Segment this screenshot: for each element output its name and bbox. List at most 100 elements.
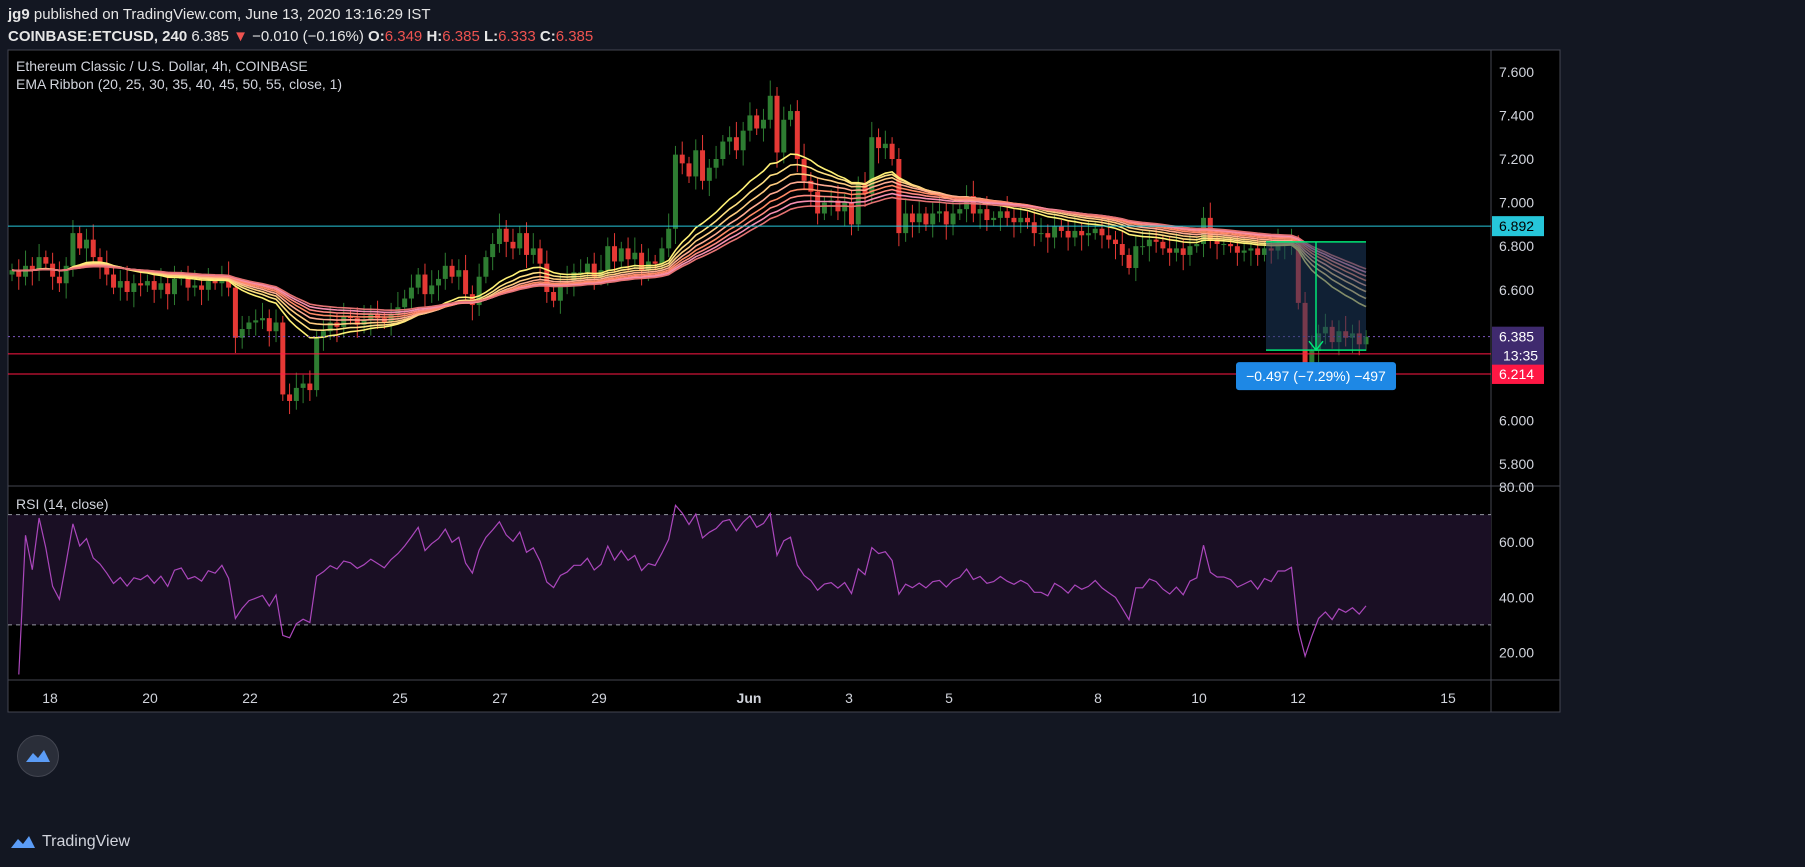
- candle-body: [666, 228, 672, 249]
- candle-body: [760, 119, 766, 129]
- candle-body: [551, 291, 557, 301]
- candle-body: [1106, 235, 1112, 240]
- candle-body: [977, 209, 983, 214]
- price-tick-label: 7.400: [1499, 107, 1534, 123]
- candle-body: [375, 313, 381, 319]
- candle-body: [1126, 254, 1132, 268]
- candle-body: [124, 281, 130, 292]
- candle-body: [266, 318, 272, 332]
- candle-body: [842, 202, 848, 212]
- open-value: 6.349: [384, 28, 423, 45]
- candle-body: [1065, 230, 1071, 238]
- candle-body: [808, 180, 814, 192]
- rsi-tick-label: 40.00: [1499, 589, 1534, 605]
- candle-body: [56, 276, 62, 284]
- candle-body: [199, 285, 205, 290]
- chart-frame: [7, 49, 1561, 713]
- candle-body: [23, 265, 29, 277]
- candle-body: [144, 281, 150, 286]
- candle-body: [483, 257, 489, 277]
- candle-body: [226, 276, 232, 288]
- candle-body: [821, 202, 827, 214]
- candle-body: [232, 287, 238, 338]
- candle-body: [9, 270, 15, 275]
- candle-body: [1079, 230, 1085, 236]
- candle-body: [63, 265, 69, 284]
- candle-body: [388, 313, 394, 323]
- candle-body: [916, 213, 922, 223]
- candle-body: [1214, 239, 1220, 245]
- candle-body: [300, 383, 306, 388]
- tradingview-badge-icon[interactable]: [17, 735, 59, 777]
- candle-body: [1255, 248, 1261, 255]
- candle-body: [361, 320, 367, 325]
- candle-body: [672, 154, 678, 229]
- candle-body: [794, 111, 800, 159]
- candle-body: [1052, 226, 1058, 238]
- candle-body: [997, 211, 1003, 218]
- rsi-tick-label: 20.00: [1499, 644, 1534, 660]
- candle-body: [889, 143, 895, 159]
- down-arrow-icon: ▼: [233, 28, 248, 45]
- candle-body: [686, 163, 692, 177]
- candle-body: [612, 246, 618, 262]
- candle-body: [774, 95, 780, 153]
- level-badge: [1492, 363, 1544, 384]
- ema-line-45: [11, 188, 1367, 316]
- candle-body: [781, 119, 787, 153]
- candle-body: [341, 315, 347, 327]
- time-tick-label: 22: [242, 690, 258, 706]
- candle-body: [1187, 246, 1193, 255]
- candle-body: [415, 274, 421, 288]
- candle-body: [117, 281, 123, 288]
- last-price-label: 6.385: [1499, 329, 1534, 345]
- candle-body: [706, 167, 712, 181]
- publisher-text: published on TradingView.com, June 13, 2…: [33, 6, 431, 23]
- candle-body: [584, 263, 590, 273]
- symbol-name: COINBASE:ETCUSD, 240: [8, 28, 188, 45]
- time-tick-label: 20: [142, 690, 158, 706]
- close-label: C:: [539, 28, 556, 45]
- candle-body: [1146, 239, 1152, 247]
- price-tick-label: 7.200: [1499, 151, 1534, 167]
- candle-body: [1140, 246, 1146, 248]
- symbol-info: COINBASE:ETCUSD, 240 6.385 ▼ −0.010 (−0.…: [8, 28, 593, 45]
- candle-body: [740, 130, 746, 151]
- level-label: 6.214: [1499, 366, 1534, 382]
- candle-body: [970, 196, 976, 214]
- last-price-badge: [1492, 326, 1544, 365]
- price-tick-label: 6.800: [1499, 238, 1534, 254]
- candle-body: [429, 285, 435, 295]
- candle-body: [1072, 230, 1078, 238]
- candle-body: [693, 150, 699, 177]
- rsi-tick-label: 80.00: [1499, 479, 1534, 495]
- candle-body: [578, 272, 584, 274]
- candle-body: [449, 265, 455, 277]
- time-tick-label: 18: [42, 690, 58, 706]
- ema-line-30: [11, 173, 1367, 326]
- candle-body: [476, 276, 482, 306]
- countdown-label: 13:35: [1503, 348, 1538, 364]
- candle-body: [557, 285, 563, 301]
- candle-body: [36, 257, 42, 271]
- candle-body: [876, 137, 882, 149]
- candle-body: [1011, 217, 1017, 223]
- time-tick-label: 27: [492, 690, 508, 706]
- candle-body: [104, 263, 110, 275]
- candle-body: [408, 287, 414, 299]
- candle-body: [1173, 248, 1179, 253]
- last-price: 6.385: [191, 28, 229, 45]
- rsi-band: [8, 514, 1491, 625]
- candle-body: [1160, 241, 1166, 249]
- rsi-title: RSI (14, close): [16, 496, 109, 512]
- candle-body: [70, 233, 76, 266]
- candle-body: [700, 150, 706, 181]
- candle-body: [1153, 239, 1159, 242]
- candle-body: [469, 294, 475, 306]
- candle-body: [354, 318, 360, 325]
- candle-body: [923, 213, 929, 225]
- candle-body: [903, 213, 909, 234]
- high-value: 6.385: [442, 28, 480, 45]
- candle-body: [537, 248, 543, 264]
